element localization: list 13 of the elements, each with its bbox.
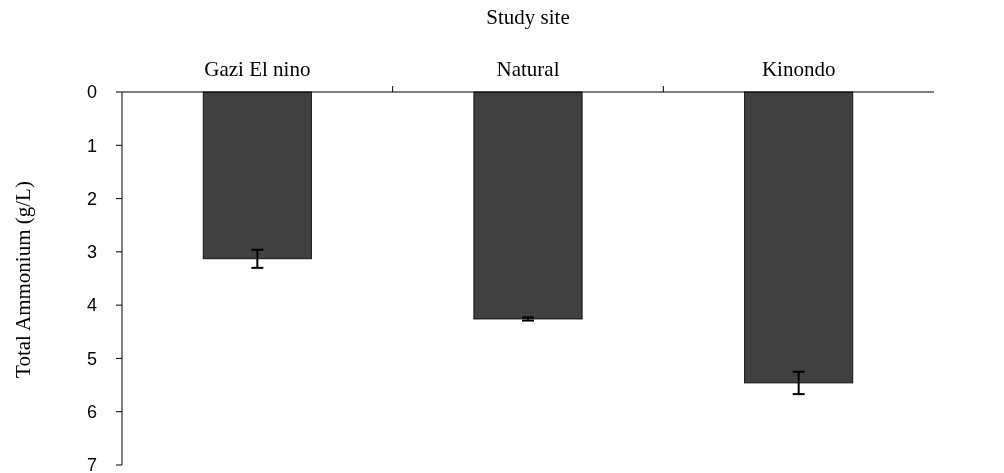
y-tick-label: 0 [86, 82, 98, 103]
x-tick-label: Gazi El nino [204, 57, 311, 81]
y-tick-label: 5 [86, 348, 98, 369]
x-tick-label: Natural [496, 57, 560, 81]
y-tick-label: 6 [86, 402, 98, 423]
y-tick-label: 3 [86, 242, 98, 263]
y-axis-title: Total Ammonium (g/L) [11, 181, 35, 378]
y-tick-label: 4 [86, 295, 98, 316]
y-tick-label: 1 [86, 135, 98, 156]
x-axis-title: Study site [486, 5, 570, 29]
y-tick-label: 2 [86, 188, 98, 209]
y-tick-label: 7 [86, 455, 98, 473]
x-tick-label: Kinondo [761, 57, 836, 81]
